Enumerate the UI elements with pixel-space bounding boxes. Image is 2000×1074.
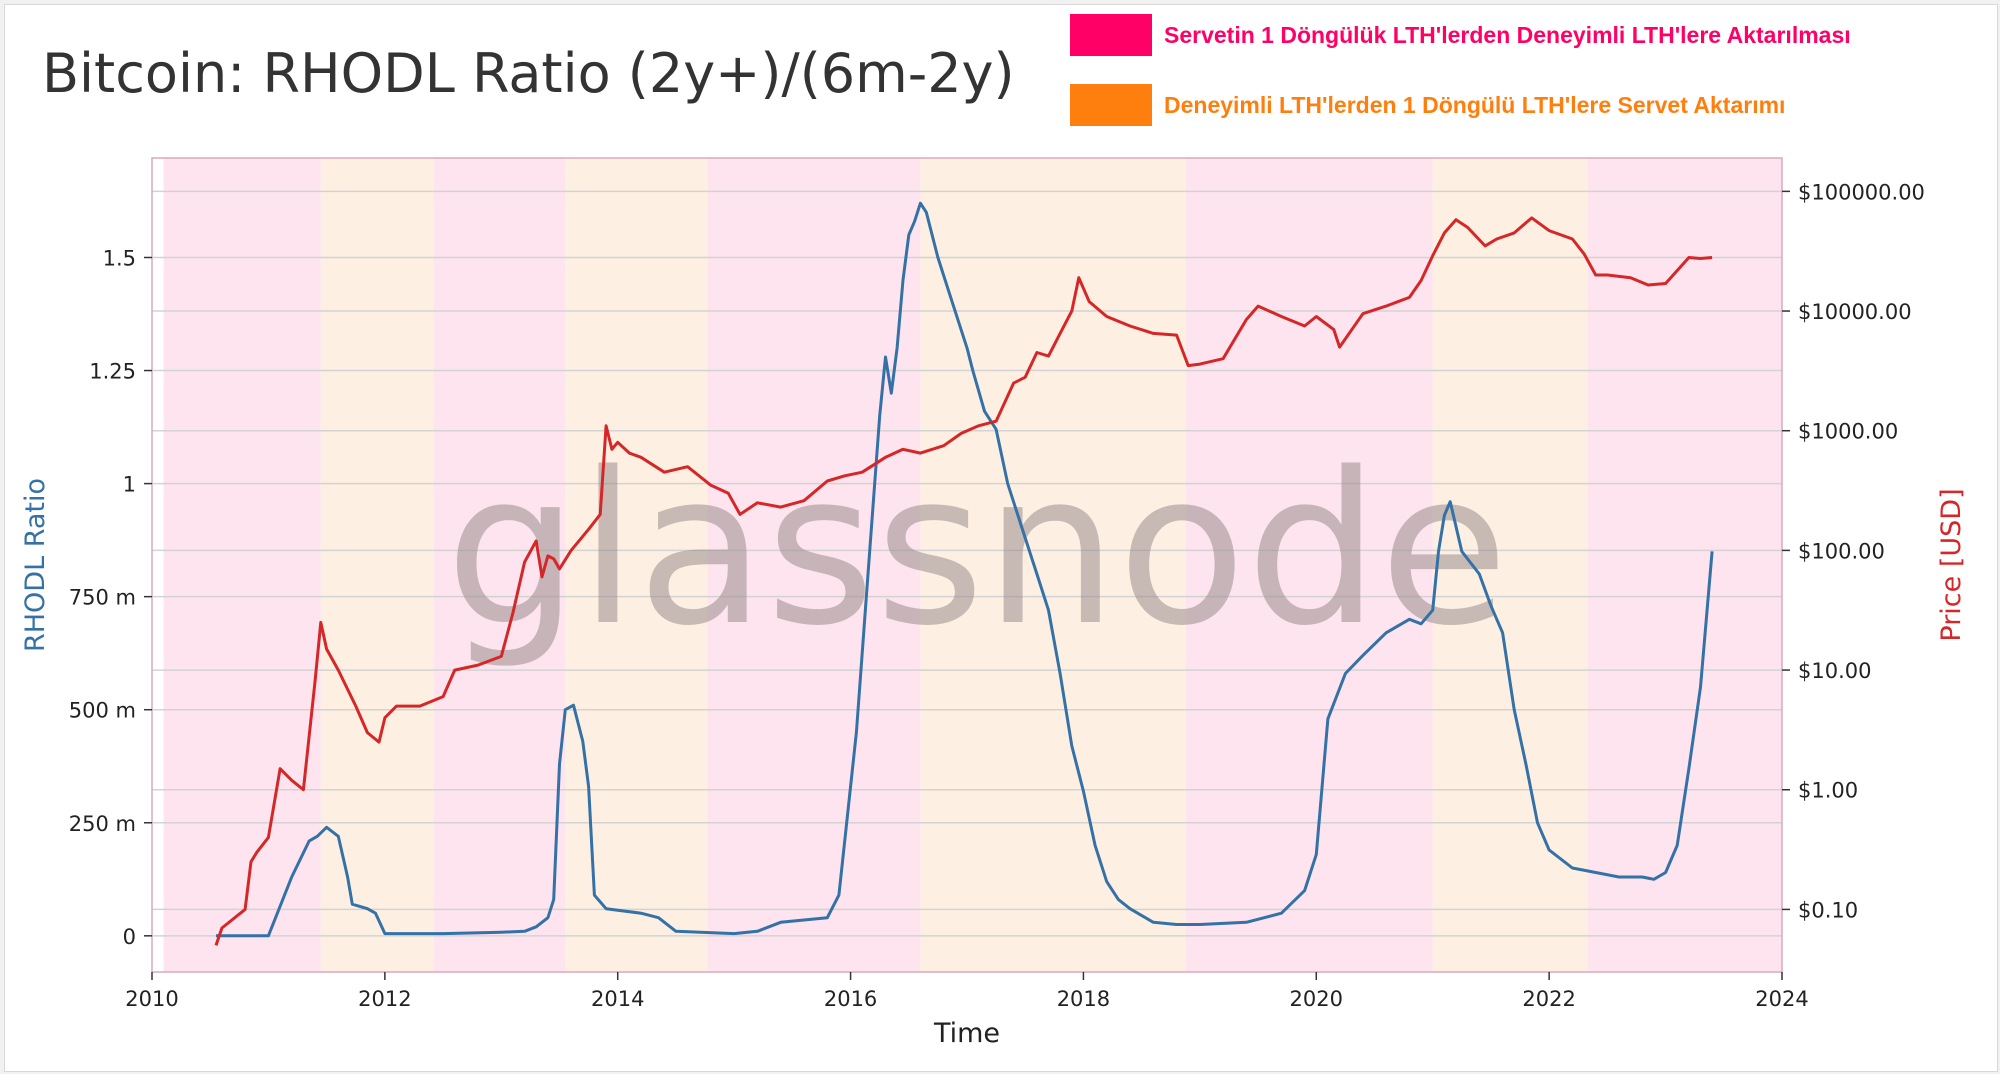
legend-label-wealth-to-one-cycle: Deneyimli LTH'lerden 1 Döngülü LTH'lere … (1164, 91, 1786, 118)
shaded-region-pink (163, 158, 321, 972)
x-axis-title: Time (933, 1018, 1000, 1049)
y-right-tick-label: $10000.00 (1798, 300, 1912, 324)
x-tick-label: 2014 (591, 987, 644, 1011)
y-right-tick-label: $100.00 (1798, 539, 1885, 563)
shaded-region-pink (1587, 158, 1782, 972)
shaded-region-pink (707, 158, 921, 972)
x-tick-label: 2010 (125, 987, 178, 1011)
y-right-tick-label: $1.00 (1798, 779, 1858, 803)
y-axis-title-right: Price [USD] (1936, 488, 1967, 641)
y-left-tick-label: 0 (123, 925, 136, 949)
series-line-price (214, 216, 1713, 946)
shaded-region-orange (320, 158, 434, 972)
y-left-tick-label: 500 m (69, 699, 136, 723)
y-left-tick-label: 1.5 (103, 246, 136, 270)
y-right-tick-label: $0.10 (1798, 898, 1858, 922)
shaded-region-pink (433, 158, 566, 972)
y-left-tick-label: 250 m (69, 812, 136, 836)
legend-item-wealth-to-one-cycle: Deneyimli LTH'lerden 1 Döngülü LTH'lere … (1070, 84, 1785, 126)
x-tick-label: 2012 (358, 987, 411, 1011)
chart-title: Bitcoin: RHODL Ratio (2y+)/(6m-2y) (42, 42, 1015, 105)
x-tick-label: 2016 (824, 987, 877, 1011)
legend-item-wealth-to-experienced: Servetin 1 Döngülük LTH'lerden Deneyimli… (1070, 14, 1851, 56)
x-tick-label: 2020 (1290, 987, 1343, 1011)
y-right-tick-label: $1000.00 (1798, 420, 1898, 444)
shaded-region-orange (565, 158, 708, 972)
y-right-tick-label: $10.00 (1798, 659, 1871, 683)
y-right-tick-label: $100000.00 (1798, 180, 1925, 204)
x-tick-label: 2018 (1057, 987, 1110, 1011)
y-left-tick-label: 1.25 (89, 360, 136, 384)
y-axis-title-left: RHODL Ratio (20, 478, 51, 652)
shaded-region-orange (920, 158, 1186, 972)
legend-swatch-pink (1070, 14, 1152, 56)
y-left-tick-label: 1 (123, 473, 136, 497)
watermark-text: glassnode (445, 427, 1508, 672)
legend-swatch-orange (1070, 84, 1152, 126)
shaded-region-pink (1185, 158, 1433, 972)
shaded-region-orange (1432, 158, 1588, 972)
y-left-tick-label: 750 m (69, 586, 136, 610)
x-tick-label: 2022 (1522, 987, 1575, 1011)
legend-label-wealth-to-experienced: Servetin 1 Döngülük LTH'lerden Deneyimli… (1164, 21, 1851, 48)
series-line-rhodl-ratio (216, 201, 1714, 938)
x-tick-label: 2024 (1755, 987, 1808, 1011)
plot-border (151, 157, 1783, 973)
